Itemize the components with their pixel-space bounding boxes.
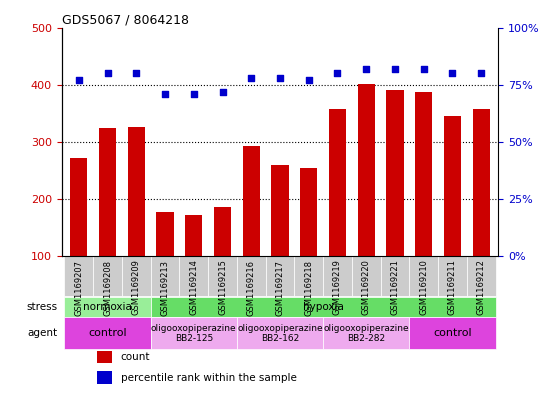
Bar — [352, 257, 381, 296]
Text: agent: agent — [27, 328, 57, 338]
Bar — [237, 318, 323, 349]
Text: oligooxopiperazine
BB2-125: oligooxopiperazine BB2-125 — [151, 323, 237, 343]
Bar — [179, 257, 208, 296]
Point — [189, 91, 198, 97]
Bar — [151, 257, 179, 296]
Text: GDS5067 / 8064218: GDS5067 / 8064218 — [62, 13, 189, 26]
Bar — [409, 318, 496, 349]
Bar — [64, 297, 151, 317]
Text: oligooxopiperazine
BB2-282: oligooxopiperazine BB2-282 — [323, 323, 409, 343]
Point — [103, 70, 112, 77]
Text: normoxia: normoxia — [83, 302, 132, 312]
Text: oligooxopiperazine
BB2-162: oligooxopiperazine BB2-162 — [237, 323, 323, 343]
Bar — [265, 257, 295, 296]
Bar — [128, 127, 145, 257]
Text: GSM1169210: GSM1169210 — [419, 259, 428, 316]
Bar — [151, 297, 496, 317]
Bar — [272, 165, 288, 257]
Point — [247, 75, 256, 81]
Point — [276, 75, 284, 81]
Text: count: count — [120, 352, 150, 362]
Bar — [237, 257, 265, 296]
Text: GSM1169213: GSM1169213 — [161, 259, 170, 316]
Point — [390, 66, 399, 72]
Bar — [99, 128, 116, 257]
Text: GSM1169208: GSM1169208 — [103, 259, 112, 316]
Text: GSM1169217: GSM1169217 — [276, 259, 284, 316]
Text: GSM1169216: GSM1169216 — [247, 259, 256, 316]
Text: GSM1169220: GSM1169220 — [362, 259, 371, 316]
Bar — [122, 257, 151, 296]
Text: stress: stress — [26, 302, 57, 312]
Point — [419, 66, 428, 72]
Bar — [300, 168, 318, 257]
Bar — [444, 116, 461, 257]
Point — [333, 70, 342, 77]
Text: hypoxia: hypoxia — [302, 302, 343, 312]
Text: GSM1169219: GSM1169219 — [333, 259, 342, 316]
Bar — [329, 109, 346, 257]
Text: GSM1169215: GSM1169215 — [218, 259, 227, 316]
Bar — [323, 318, 409, 349]
Bar — [242, 146, 260, 257]
Point — [132, 70, 141, 77]
Bar — [70, 158, 87, 257]
Text: percentile rank within the sample: percentile rank within the sample — [120, 373, 296, 383]
Text: control: control — [433, 328, 472, 338]
Bar — [473, 109, 490, 257]
Bar — [409, 257, 438, 296]
Point — [477, 70, 486, 77]
Point — [304, 77, 313, 83]
Bar — [467, 257, 496, 296]
Point — [362, 66, 371, 72]
Bar — [214, 207, 231, 257]
Point — [448, 70, 457, 77]
Bar — [386, 90, 404, 257]
Point — [74, 77, 83, 83]
Text: GSM1169214: GSM1169214 — [189, 259, 198, 316]
Bar — [358, 84, 375, 257]
Text: GSM1169209: GSM1169209 — [132, 259, 141, 316]
Bar — [295, 257, 323, 296]
Bar — [438, 257, 467, 296]
Bar — [323, 257, 352, 296]
Bar — [208, 257, 237, 296]
Text: GSM1169207: GSM1169207 — [74, 259, 83, 316]
Bar — [96, 351, 112, 363]
Bar — [64, 257, 93, 296]
Bar — [415, 92, 432, 257]
Text: GSM1169221: GSM1169221 — [390, 259, 399, 316]
Text: control: control — [88, 328, 127, 338]
Bar — [185, 215, 202, 257]
Bar — [381, 257, 409, 296]
Text: GSM1169211: GSM1169211 — [448, 259, 457, 316]
Text: GSM1169212: GSM1169212 — [477, 259, 486, 316]
Bar — [156, 212, 174, 257]
Point — [218, 88, 227, 95]
Bar — [96, 371, 112, 384]
Point — [161, 91, 170, 97]
Bar — [93, 257, 122, 296]
Bar — [64, 318, 151, 349]
Text: GSM1169218: GSM1169218 — [304, 259, 313, 316]
Bar — [151, 318, 237, 349]
